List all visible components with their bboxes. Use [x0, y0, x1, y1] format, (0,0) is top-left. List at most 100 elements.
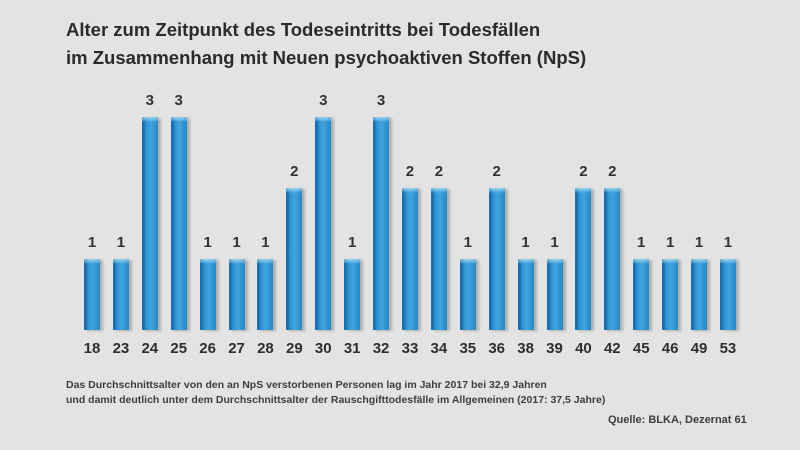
bar-chart: 1 18 1 23 3 24 3 25 1 26 1 [84, 0, 737, 357]
bar-value-label: 1 [637, 234, 646, 251]
bar-value-label: 2 [579, 163, 588, 180]
bar-value-label: 2 [492, 163, 501, 180]
bar [228, 259, 245, 330]
bar [401, 188, 418, 330]
chart-title: Alter zum Zeitpunkt des Todeseintritts b… [66, 16, 586, 72]
bar-value-label: 1 [261, 234, 270, 251]
x-axis-label: 38 [517, 340, 534, 357]
bar [517, 259, 534, 330]
bar-column: 2 40 [575, 0, 592, 357]
bar-value-label: 2 [608, 163, 617, 180]
bar-column: 3 30 [315, 0, 332, 357]
bar [286, 188, 303, 330]
bar-value-label: 1 [232, 234, 241, 251]
bar-column: 3 24 [141, 0, 158, 357]
x-axis-label: 34 [430, 340, 448, 357]
bar-value-label: 2 [405, 163, 415, 180]
bar [691, 259, 708, 330]
bar-value-label: 3 [174, 92, 183, 109]
bar-column: 1 35 [459, 0, 476, 357]
bar-column: 1 26 [199, 0, 216, 357]
bar-column: 1 46 [662, 0, 679, 357]
bar-value-label: 1 [665, 234, 675, 251]
x-axis-label: 30 [314, 340, 332, 357]
bar [112, 259, 129, 330]
bar [170, 117, 187, 330]
x-axis-label: 42 [603, 340, 621, 357]
bar-value-label: 1 [521, 234, 530, 251]
x-axis-label: 18 [83, 340, 101, 357]
x-axis-label: 28 [257, 340, 274, 357]
bar [459, 259, 476, 330]
x-axis-label: 29 [286, 340, 303, 357]
bar-column: 1 23 [112, 0, 130, 357]
x-axis-label: 45 [632, 340, 650, 357]
bar-value-label: 1 [723, 234, 733, 251]
bar [315, 117, 332, 330]
bar-column: 2 29 [286, 0, 303, 357]
bar-column: 1 45 [633, 0, 650, 357]
bar [141, 117, 158, 330]
x-axis-label: 46 [661, 340, 679, 357]
bar-column: 2 33 [401, 0, 419, 357]
bar [344, 259, 361, 330]
bar-column: 1 49 [691, 0, 708, 357]
chart-title-line2: im Zusammenhang mit Neuen psychoaktiven … [66, 47, 587, 68]
x-axis-label: 32 [372, 340, 390, 357]
bar-column: 1 28 [257, 0, 274, 357]
bar [604, 188, 621, 330]
bar-value-label: 1 [203, 234, 212, 251]
bar-value-label: 2 [434, 163, 444, 180]
bar-column: 2 42 [604, 0, 621, 357]
bar-column: 1 18 [84, 0, 101, 357]
bar-value-label: 1 [87, 234, 97, 251]
bar-value-label: 1 [550, 234, 559, 251]
bar-column: 1 38 [517, 0, 534, 357]
bar-value-label: 1 [694, 234, 704, 251]
bar [430, 188, 447, 330]
bar [257, 259, 274, 330]
chart-footnote-line1: Das Durchschnittsalter von den an NpS ve… [66, 379, 547, 391]
bar-value-label: 1 [347, 234, 357, 251]
bar-value-label: 1 [463, 234, 472, 251]
bar-column: 1 53 [719, 0, 737, 357]
x-axis-label: 25 [170, 340, 188, 357]
x-axis-label: 40 [575, 340, 592, 357]
x-axis-label: 36 [488, 340, 506, 357]
bar [719, 259, 736, 330]
bar-column: 3 32 [373, 0, 390, 357]
bar [662, 259, 679, 330]
x-axis-label: 39 [546, 340, 563, 357]
bar [373, 117, 390, 330]
x-axis-label: 53 [719, 340, 737, 357]
bar-column: 1 27 [228, 0, 245, 357]
bar-column: 2 34 [430, 0, 448, 357]
bar-value-label: 3 [145, 92, 154, 109]
chart-footnote: Das Durchschnittsalter von den an NpS ve… [66, 378, 605, 408]
x-axis-label: 49 [690, 340, 708, 357]
bar-value-label: 3 [319, 92, 328, 109]
bar-column: 3 25 [170, 0, 187, 357]
bar-column: 1 39 [546, 0, 563, 357]
bar [633, 259, 650, 330]
bar-value-label: 1 [116, 234, 126, 251]
chart-title-line1: Alter zum Zeitpunkt des Todeseintritts b… [66, 19, 541, 40]
bar [488, 188, 505, 330]
bar [575, 188, 592, 330]
bar-column: 1 31 [344, 0, 361, 357]
x-axis-label: 35 [459, 340, 477, 357]
bar [199, 259, 216, 330]
bar-value-label: 3 [376, 92, 386, 109]
bar-column: 2 36 [488, 0, 505, 357]
x-axis-label: 23 [112, 340, 130, 357]
x-axis-label: 26 [199, 340, 216, 357]
x-axis-label: 24 [141, 340, 159, 357]
source-credit: Quelle: BLKA, Dezernat 61 [608, 414, 747, 426]
bar [546, 259, 563, 330]
x-axis-label: 31 [343, 340, 361, 357]
x-axis-label: 27 [228, 340, 245, 357]
x-axis-label: 33 [401, 340, 419, 357]
bar [84, 259, 100, 330]
bar-value-label: 2 [290, 163, 299, 180]
